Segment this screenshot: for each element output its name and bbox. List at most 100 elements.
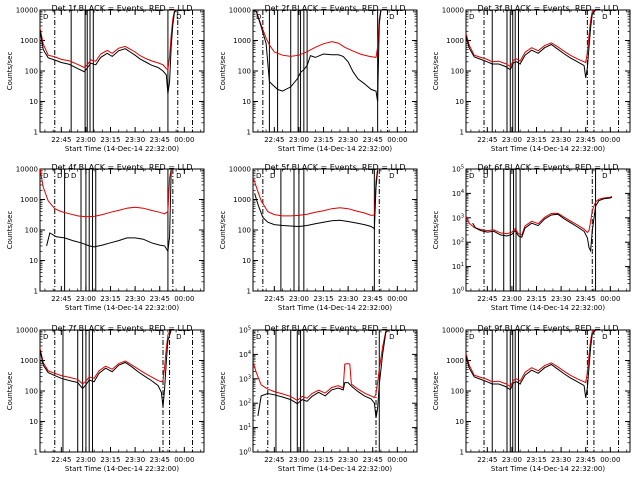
y-tick-label: 1 (247, 288, 251, 296)
plot-frame (252, 168, 418, 292)
y-tick-label: 103 (452, 213, 464, 222)
x-tick-label: 23:00 (76, 295, 96, 303)
x-tick-label: 23:30 (338, 295, 358, 303)
y-tick-label: 100 (25, 388, 38, 396)
chart-title: Det 2f BLACK = Events, RED = LLD (264, 4, 405, 13)
x-tick-label: 23:15 (313, 136, 333, 144)
y-tick-label: 101 (452, 262, 464, 271)
series-lld-line (466, 195, 613, 236)
x-tick-label: 00:00 (387, 456, 407, 464)
y-tick-label: 100 (451, 68, 464, 76)
y-axis-label: Counts/sec (219, 211, 227, 250)
x-tick-label: 23:00 (76, 136, 96, 144)
y-axis-label: Counts/sec (6, 52, 14, 91)
marker-label: D (43, 13, 48, 21)
y-axis-label: Counts/sec (432, 52, 440, 91)
x-tick-label: 22:45 (51, 136, 71, 144)
x-tick-label: 23:15 (526, 456, 546, 464)
y-tick-label: 1000 (20, 357, 38, 365)
series-lld-line (40, 330, 178, 385)
chart-panel: Det 5f BLACK = Events, RED = LLD 1 10 100 10… (219, 163, 418, 312)
marker-label: D (43, 172, 48, 180)
series-lld-line (466, 10, 603, 68)
y-tick-label: 10 (29, 98, 38, 106)
marker-label: D (176, 13, 181, 21)
y-tick-label: 10000 (16, 327, 38, 335)
y-tick-label: 1 (34, 288, 38, 296)
y-tick-label: 100 (452, 287, 464, 296)
y-tick-label: 10 (455, 418, 464, 426)
marker-label: D (602, 13, 607, 21)
y-tick-label: 102 (452, 238, 464, 247)
x-tick-label: 23:30 (551, 136, 571, 144)
y-tick-label: 10 (242, 257, 251, 265)
x-axis-label: Start Time (14-Dec-14 22:32:00) (491, 465, 605, 473)
chart-title: Det 7f BLACK = Events, RED = LLD (51, 324, 192, 333)
y-axis-label: Counts/sec (219, 52, 227, 91)
x-tick-label: 22:45 (51, 295, 71, 303)
y-tick-label: 101 (239, 423, 251, 432)
y-tick-label: 10 (455, 98, 464, 106)
x-tick-label: 23:45 (576, 295, 596, 303)
series-events-line (40, 10, 178, 94)
x-tick-label: 22:45 (477, 295, 497, 303)
x-tick-label: 23:15 (100, 136, 120, 144)
marker-label: D (389, 333, 394, 341)
x-tick-label: 23:30 (338, 136, 358, 144)
x-tick-label: 22:45 (264, 295, 284, 303)
x-tick-label: 23:00 (502, 456, 522, 464)
x-axis-label: Start Time (14-Dec-14 22:32:00) (65, 465, 179, 473)
x-tick-label: 23:15 (313, 295, 333, 303)
y-axis-label: Counts/sec (219, 372, 227, 411)
marker-label: D (43, 333, 48, 341)
y-tick-label: 1 (460, 449, 464, 457)
x-tick-label: 23:15 (313, 456, 333, 464)
x-axis-label: Start Time (14-Dec-14 22:32:00) (491, 145, 605, 153)
x-tick-label: 00:00 (174, 136, 194, 144)
y-tick-label: 1 (34, 449, 38, 457)
y-axis-label: Counts/sec (432, 372, 440, 411)
x-tick-label: 00:00 (600, 136, 620, 144)
chart-title: Det 5f BLACK = Events, RED = LLD (264, 163, 405, 172)
chart-title: Det 9f BLACK = Events, RED = LLD (477, 324, 618, 333)
x-tick-label: 23:30 (551, 456, 571, 464)
chart-panel: Det 7f BLACK = Events, RED = LLD 1 10 100 10… (6, 324, 205, 473)
x-tick-label: 23:45 (150, 136, 170, 144)
x-tick-label: 23:30 (338, 456, 358, 464)
y-tick-label: 10000 (229, 7, 251, 15)
y-tick-label: 103 (239, 374, 251, 383)
y-tick-label: 1000 (20, 37, 38, 45)
marker-label: D (64, 172, 69, 180)
x-tick-label: 23:15 (100, 456, 120, 464)
series-events-line (46, 169, 172, 253)
marker-label: D (57, 172, 62, 180)
series-events-line (257, 330, 394, 418)
y-tick-label: 10 (29, 257, 38, 265)
series-lld-line (253, 10, 388, 58)
series-events-line (40, 330, 178, 407)
y-tick-label: 100 (451, 388, 464, 396)
x-tick-label: 23:30 (125, 136, 145, 144)
marker-label: D (469, 172, 474, 180)
marker-label: D (469, 13, 474, 21)
x-tick-label: 23:00 (502, 295, 522, 303)
plot-frame (465, 329, 631, 453)
series-lld-line (466, 330, 603, 388)
y-tick-label: 1000 (446, 37, 464, 45)
plot-frame (465, 9, 631, 133)
y-tick-label: 10 (29, 418, 38, 426)
marker-label: D (256, 333, 261, 341)
series-lld-line (253, 169, 379, 217)
x-tick-label: 22:45 (477, 456, 497, 464)
x-tick-label: 23:45 (150, 456, 170, 464)
x-tick-label: 23:45 (363, 456, 383, 464)
plot-frame (465, 168, 631, 292)
x-tick-label: 23:45 (363, 295, 383, 303)
y-tick-label: 10000 (16, 7, 38, 15)
y-tick-label: 1 (460, 129, 464, 137)
x-tick-label: 23:00 (502, 136, 522, 144)
y-axis-label: Counts/sec (432, 211, 440, 250)
y-tick-label: 100 (25, 227, 38, 235)
y-tick-label: 10000 (442, 7, 464, 15)
x-tick-label: 22:45 (264, 136, 284, 144)
